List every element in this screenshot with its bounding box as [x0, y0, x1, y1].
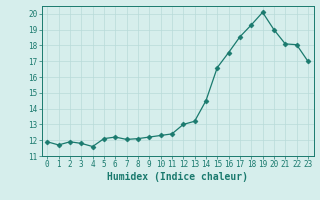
X-axis label: Humidex (Indice chaleur): Humidex (Indice chaleur)	[107, 172, 248, 182]
